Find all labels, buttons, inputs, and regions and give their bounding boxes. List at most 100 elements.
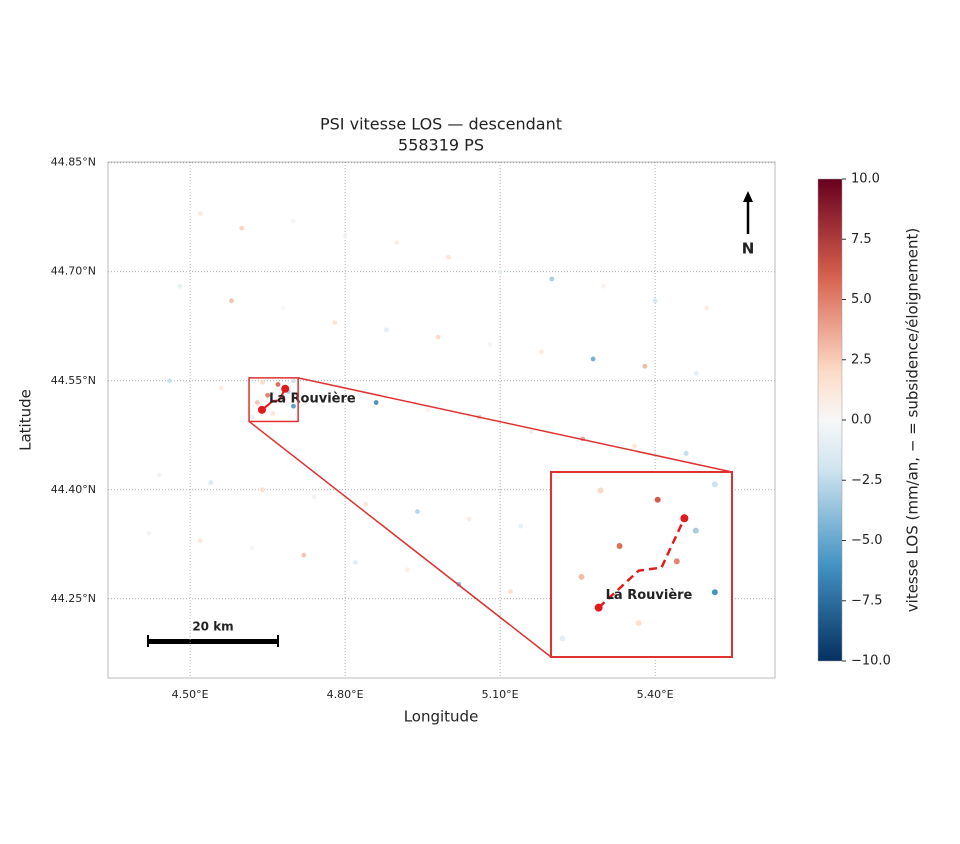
chart-title: PSI vitesse LOS — descendant <box>320 115 562 134</box>
ps-point <box>384 327 389 333</box>
y-tick-label: 44.40°N <box>51 483 96 496</box>
ps-point <box>218 385 224 391</box>
north-label: N <box>742 240 755 258</box>
colorbar-tick-label: 10.0 <box>851 172 880 187</box>
colorbar <box>817 178 843 662</box>
chart-subtitle: 558319 PS <box>398 136 484 155</box>
ps-point <box>590 356 596 362</box>
connector <box>297 377 733 473</box>
ps-point <box>435 334 441 340</box>
ps-point <box>280 305 286 311</box>
ps-point <box>466 516 472 522</box>
ps-point <box>497 269 503 275</box>
ps-point <box>291 403 296 409</box>
ps-point <box>301 552 307 558</box>
ps-point <box>146 530 152 536</box>
ps-point <box>446 254 451 260</box>
ps-point <box>239 225 245 231</box>
plot-frame <box>107 161 776 679</box>
colorbar-label: vitesse LOS (mm/an, − = subsidence/éloig… <box>904 228 922 612</box>
inset-point <box>673 558 680 565</box>
inset-point <box>711 481 718 488</box>
y-tick-label: 44.55°N <box>51 374 96 387</box>
ps-point <box>280 396 286 402</box>
ps-point <box>167 378 172 384</box>
route-end <box>257 405 266 414</box>
colorbar-tick-label: −7.5 <box>851 593 883 608</box>
x-tick-label: 4.80°E <box>327 688 364 701</box>
inset-point <box>597 487 604 494</box>
inset-route-label: La Rouvière <box>606 588 693 603</box>
y-tick-label: 44.70°N <box>51 265 96 278</box>
inset-point <box>578 573 585 580</box>
inset-point <box>559 635 566 642</box>
ps-point <box>311 494 317 500</box>
ps-point <box>249 414 255 420</box>
ps-point <box>518 523 524 529</box>
colorbar-tick-label: 5.0 <box>851 292 872 307</box>
colorbar-tick-label: 7.5 <box>851 232 872 247</box>
colorbar-tick-label: −5.0 <box>851 533 883 548</box>
y-tick-label: 44.85°N <box>51 156 96 169</box>
ps-point <box>198 211 203 217</box>
inset-route <box>597 517 686 609</box>
ps-point <box>342 233 348 238</box>
ps-point <box>332 320 338 326</box>
route-end <box>281 384 290 393</box>
ps-point <box>528 429 534 435</box>
ps-point <box>652 298 658 304</box>
ps-point <box>229 298 234 304</box>
ps-point <box>254 400 260 405</box>
y-axis-label: Latitude <box>17 389 35 451</box>
north-arrowhead <box>743 191 753 202</box>
ps-point <box>394 240 400 246</box>
ps-point <box>275 381 281 387</box>
ps-point <box>487 342 493 347</box>
x-tick-label: 5.40°E <box>637 688 674 701</box>
route-label: La Rouvière <box>269 391 356 406</box>
ps-point <box>415 509 420 514</box>
inset-point <box>692 527 699 534</box>
ps-point <box>363 501 369 507</box>
ps-point <box>249 545 255 551</box>
inset-point <box>711 589 718 596</box>
ps-point <box>704 305 710 311</box>
ps-point <box>694 371 699 376</box>
colorbar-tick-label: 2.5 <box>851 352 872 367</box>
ps-point <box>508 589 513 594</box>
ps-point <box>539 349 544 355</box>
ps-point <box>270 411 276 416</box>
zoom-box <box>248 377 299 423</box>
inset-point <box>654 496 661 503</box>
inset-route-end <box>680 514 689 523</box>
colorbar-tick-label: −10.0 <box>851 654 891 669</box>
ps-point <box>425 407 431 413</box>
connector <box>248 420 552 658</box>
ps-point <box>683 451 689 456</box>
ps-point <box>265 392 271 398</box>
ps-point <box>198 538 203 544</box>
route <box>261 388 287 411</box>
ps-point <box>549 276 555 282</box>
inset-point <box>635 620 642 627</box>
x-tick-label: 4.50°E <box>172 688 209 701</box>
ps-point <box>632 443 637 449</box>
ps-point <box>260 379 265 385</box>
y-tick-label: 44.25°N <box>51 592 96 605</box>
ps-point <box>404 567 410 573</box>
scale-bar <box>148 639 278 644</box>
x-tick-label: 5.10°E <box>482 688 519 701</box>
ps-point <box>156 472 162 478</box>
ps-point <box>601 283 606 289</box>
ps-point <box>208 480 214 485</box>
x-axis-label: Longitude <box>404 708 479 726</box>
scale-bar-label: 20 km <box>192 620 233 634</box>
ps-point <box>353 560 358 565</box>
ps-point <box>260 487 265 493</box>
ps-point <box>322 392 327 398</box>
ps-point <box>291 218 296 224</box>
colorbar-tick-label: −2.5 <box>851 473 883 488</box>
colorbar-tick-label: 0.0 <box>851 413 872 428</box>
ps-point <box>373 400 379 405</box>
